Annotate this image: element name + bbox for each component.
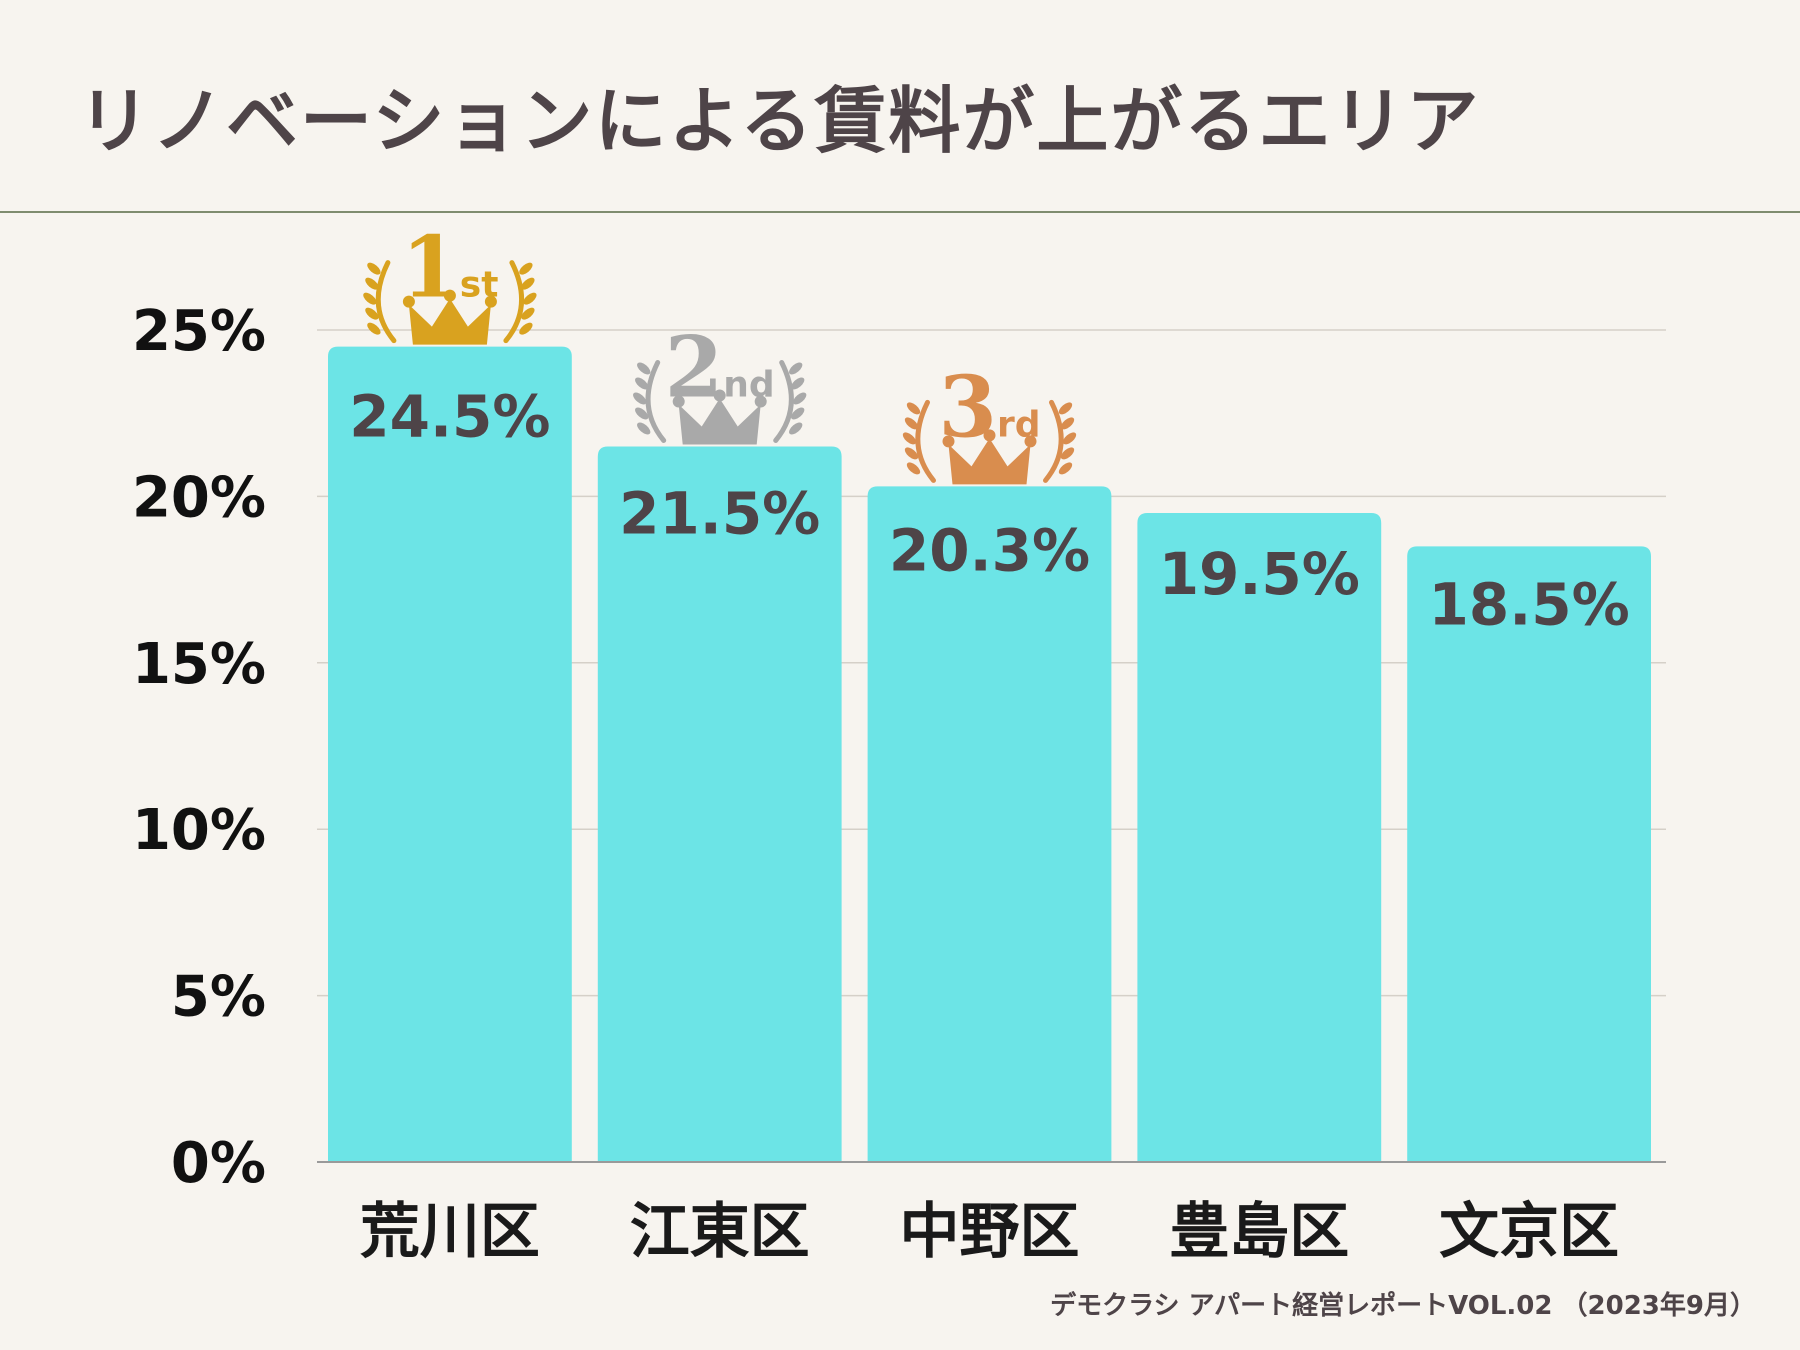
laurel-leaf-icon <box>789 362 803 375</box>
laurel-leaf-icon <box>521 307 535 320</box>
bar <box>597 446 842 1163</box>
bar-value-label: 19.5% <box>1159 540 1360 608</box>
laurel-leaf-icon <box>363 292 377 305</box>
laurel-leaf-icon <box>904 417 919 430</box>
bar <box>1407 546 1651 1162</box>
laurel-leaf-icon <box>365 307 379 320</box>
rank-badge-label: 1st <box>401 218 498 317</box>
crown-jewel-icon <box>713 389 726 402</box>
x-tick-label: 中野区 <box>900 1197 1080 1267</box>
bar-value-label: 21.5% <box>619 479 820 547</box>
laurel-icon <box>645 359 667 443</box>
laurel-leaf-icon <box>637 422 651 435</box>
crown-icon <box>678 398 761 445</box>
bar <box>1137 513 1382 1162</box>
laurel-leaf-icon <box>367 262 381 275</box>
rank-badge-label: 3rd <box>939 357 1041 456</box>
laurel-icon <box>375 260 397 344</box>
bar-value-label: 18.5% <box>1428 570 1629 638</box>
x-tick-label: 豊島区 <box>1169 1197 1349 1267</box>
crown-icon <box>948 438 1031 485</box>
laurel-leaf-icon <box>1060 447 1075 460</box>
laurel-leaf-icon <box>523 292 537 305</box>
y-tick-label: 15% <box>132 632 266 697</box>
laurel-leaf-icon <box>365 277 379 290</box>
laurel-leaf-icon <box>635 407 649 420</box>
crown-jewel-icon <box>942 435 955 448</box>
y-tick-label: 0% <box>171 1131 266 1196</box>
laurel-leaf-icon <box>519 322 533 335</box>
laurel-leaf-icon <box>793 392 807 405</box>
laurel-leaf-icon <box>789 422 803 435</box>
laurel-leaf-icon <box>635 377 649 390</box>
y-tick-label: 25% <box>132 299 266 364</box>
x-tick-label: 江東区 <box>630 1197 810 1267</box>
source-caption: デモクラシ アパート経営レポートVOL.02 （2023年9月） <box>1050 1291 1756 1321</box>
x-tick-label: 荒川区 <box>360 1197 540 1267</box>
laurel-leaf-icon <box>906 462 921 475</box>
laurel-leaf-icon <box>519 262 533 275</box>
chart-title: リノベーションによる賃料が上がるエリア <box>78 79 1481 163</box>
x-tick-label: 文京区 <box>1439 1197 1619 1267</box>
laurel-leaf-icon <box>904 447 919 460</box>
laurel-leaf-icon <box>791 377 805 390</box>
laurel-leaf-icon <box>906 402 921 415</box>
laurel-leaf-icon <box>1062 432 1077 445</box>
bar <box>867 486 1112 1162</box>
bar-value-label: 24.5% <box>349 383 550 451</box>
crown-jewel-icon <box>754 395 767 408</box>
laurel-leaf-icon <box>367 322 381 335</box>
bar <box>328 346 572 1162</box>
laurel-icon <box>773 359 794 443</box>
crown-jewel-icon <box>672 395 685 408</box>
crown-icon <box>408 298 491 345</box>
laurel-leaf-icon <box>902 432 917 445</box>
title-divider <box>0 211 1800 213</box>
laurel-leaf-icon <box>1060 417 1075 430</box>
laurel-icon <box>503 260 524 344</box>
y-tick-label: 20% <box>132 465 266 530</box>
crown-jewel-icon <box>402 295 415 308</box>
laurel-leaf-icon <box>791 407 805 420</box>
bar-value-label: 20.3% <box>889 516 1090 584</box>
laurel-icon <box>915 399 936 483</box>
laurel-leaf-icon <box>633 392 647 405</box>
crown-jewel-icon <box>983 429 996 442</box>
laurel-leaf-icon <box>1058 462 1073 475</box>
laurel-leaf-icon <box>521 277 535 290</box>
crown-jewel-icon <box>484 295 497 308</box>
crown-jewel-icon <box>443 289 456 302</box>
crown-jewel-icon <box>1024 435 1037 448</box>
rank-badge-label: 2nd <box>665 317 775 416</box>
laurel-icon <box>1043 399 1064 483</box>
laurel-leaf-icon <box>1058 402 1073 415</box>
y-tick-label: 10% <box>132 798 266 863</box>
laurel-leaf-icon <box>637 362 651 375</box>
y-tick-label: 5% <box>171 965 266 1030</box>
